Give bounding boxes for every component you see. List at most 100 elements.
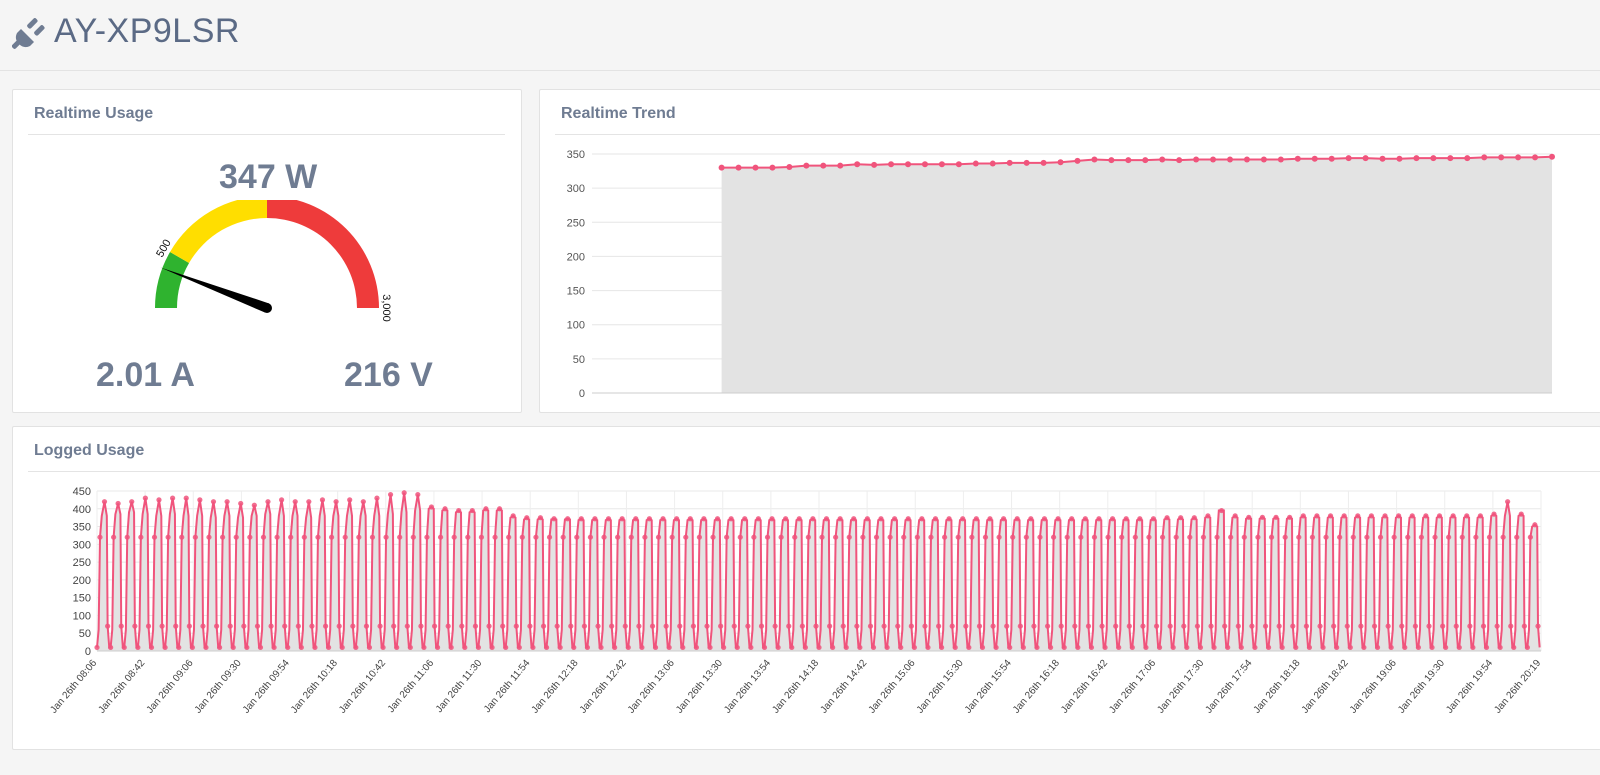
logged-point bbox=[612, 644, 618, 651]
logged-point bbox=[1374, 644, 1381, 651]
trend-point bbox=[1108, 157, 1115, 164]
logged-point bbox=[176, 644, 182, 651]
x-tick-label: Jan 26th 14:18 bbox=[770, 658, 821, 716]
logged-point bbox=[922, 623, 928, 629]
logged-point bbox=[898, 644, 904, 651]
logged-point bbox=[322, 623, 329, 629]
logged-point bbox=[609, 623, 615, 629]
logged-point bbox=[271, 644, 277, 651]
x-tick-label: Jan 26th 10:42 bbox=[337, 658, 388, 716]
logged-point bbox=[1337, 534, 1343, 540]
trend-point bbox=[1430, 155, 1437, 162]
logged-point bbox=[592, 516, 598, 522]
trend-point bbox=[837, 162, 844, 169]
logged-point bbox=[652, 644, 659, 651]
logged-point bbox=[94, 644, 100, 651]
logged-point bbox=[996, 534, 1002, 540]
logged-point bbox=[295, 623, 301, 629]
logged-point bbox=[1415, 644, 1421, 651]
logged-point bbox=[1483, 644, 1490, 651]
logged-point bbox=[778, 534, 784, 540]
logged-point bbox=[356, 534, 362, 540]
y-tick-label: 0 bbox=[85, 646, 91, 658]
logged-point bbox=[506, 534, 512, 540]
logged-point bbox=[846, 534, 852, 540]
logged-point bbox=[1241, 534, 1247, 540]
logged-point bbox=[366, 644, 373, 651]
logged-point bbox=[1069, 516, 1075, 522]
logged-point bbox=[1072, 623, 1078, 629]
x-tick-label: Jan 26th 08:42 bbox=[96, 658, 147, 716]
logged-point bbox=[1464, 513, 1470, 519]
trend-area bbox=[721, 156, 1552, 393]
y-tick-label: 250 bbox=[567, 217, 585, 229]
logged-point bbox=[1505, 499, 1511, 505]
logged-point bbox=[1290, 623, 1296, 629]
logged-point bbox=[230, 644, 236, 651]
logged-point bbox=[483, 506, 489, 512]
logged-point bbox=[1273, 514, 1279, 520]
divider bbox=[555, 134, 1600, 135]
logged-point bbox=[751, 534, 757, 540]
trend-point bbox=[1532, 154, 1539, 161]
logged-point bbox=[932, 516, 939, 522]
logged-point bbox=[1028, 516, 1034, 522]
logged-point bbox=[111, 534, 117, 540]
trend-point bbox=[803, 162, 810, 169]
logged-point bbox=[1020, 644, 1026, 651]
trend-point bbox=[1362, 155, 1369, 162]
logged-point bbox=[1178, 515, 1184, 521]
logged-point bbox=[1255, 534, 1261, 540]
logged-point bbox=[1143, 644, 1149, 651]
logged-point bbox=[854, 623, 860, 629]
logged-point bbox=[1164, 515, 1170, 521]
logged-point bbox=[260, 534, 267, 540]
trend-point bbox=[921, 161, 928, 168]
y-tick-label: 350 bbox=[73, 522, 91, 534]
logged-point bbox=[428, 504, 435, 510]
logged-point bbox=[486, 623, 492, 629]
trend-point bbox=[1311, 155, 1318, 162]
logged-point bbox=[1137, 516, 1143, 522]
plug-icon bbox=[12, 18, 45, 49]
logged-point bbox=[257, 644, 264, 651]
logged-point bbox=[1238, 644, 1244, 651]
logged-point bbox=[1497, 644, 1503, 651]
logged-point bbox=[1306, 644, 1313, 651]
logged-point bbox=[584, 644, 591, 651]
logged-point bbox=[278, 497, 285, 503]
logged-point bbox=[421, 644, 427, 651]
logged-point bbox=[1214, 534, 1220, 540]
logged-point bbox=[1293, 644, 1299, 651]
logged-point bbox=[319, 497, 326, 503]
logged-point bbox=[1170, 644, 1176, 651]
logged-point bbox=[955, 534, 961, 540]
logged-point bbox=[1153, 623, 1160, 629]
y-tick-label: 50 bbox=[573, 354, 585, 366]
logged-point bbox=[748, 644, 754, 651]
logged-point bbox=[1191, 515, 1197, 521]
trend-point bbox=[1447, 155, 1454, 162]
logged-usage-chart: 0 50 100 150 200 250 300 350 400 450 Jan 26th 08:0… bbox=[48, 486, 1543, 716]
logged-point bbox=[1235, 623, 1241, 629]
logged-point bbox=[1491, 511, 1497, 517]
logged-point bbox=[1181, 623, 1187, 629]
logged-point bbox=[1218, 507, 1225, 514]
logged-point bbox=[1156, 644, 1163, 651]
logged-point bbox=[560, 534, 566, 540]
logged-point bbox=[437, 534, 444, 540]
logged-point bbox=[993, 644, 999, 651]
logged-point bbox=[309, 623, 315, 629]
logged-point bbox=[982, 534, 989, 540]
logged-point bbox=[546, 534, 553, 540]
x-tick-label: Jan 26th 17:54 bbox=[1204, 658, 1255, 716]
logged-point bbox=[1385, 623, 1391, 629]
x-tick-label: Jan 26th 08:06 bbox=[48, 658, 99, 716]
x-tick-label: Jan 26th 20:19 bbox=[1492, 658, 1543, 716]
trend-point bbox=[786, 163, 793, 170]
logged-point bbox=[721, 644, 727, 651]
logged-point bbox=[1477, 513, 1483, 519]
y-tick-label: 400 bbox=[73, 504, 91, 516]
logged-point bbox=[605, 516, 612, 522]
